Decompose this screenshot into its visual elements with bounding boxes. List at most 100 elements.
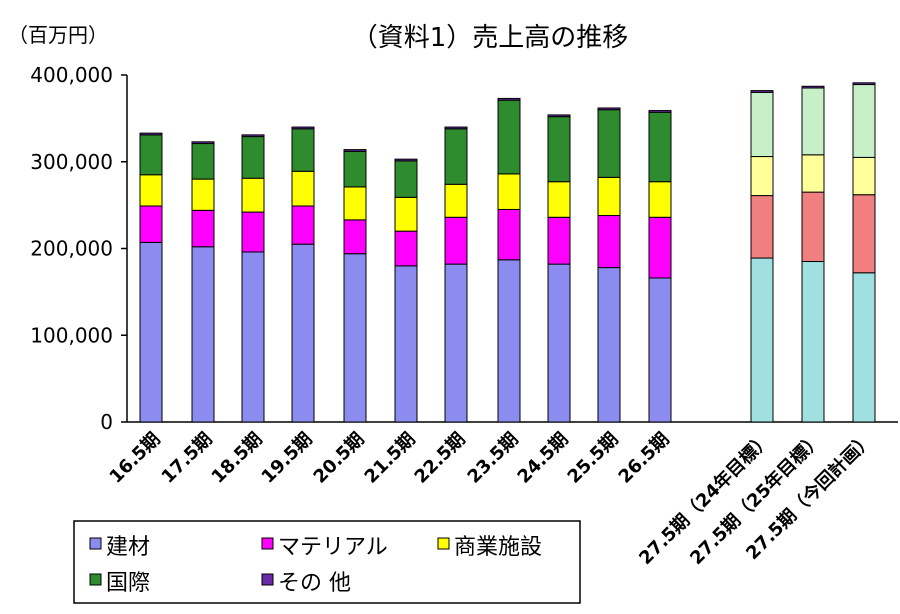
bar-segment (852, 84, 876, 158)
bar-segment (597, 215, 621, 269)
chart-title: （資料1）売上高の推移 (352, 23, 629, 53)
bar-segment (547, 114, 571, 118)
bar-segment (750, 156, 774, 197)
bar-segment (852, 82, 876, 86)
bar-segment (497, 173, 521, 210)
bar-segment (343, 253, 367, 423)
bar-segment (241, 251, 265, 423)
bar-segment (139, 134, 163, 176)
y-tick-label: 200,000 (30, 237, 113, 261)
bar-segment (750, 90, 774, 93)
bar-segment (291, 243, 315, 423)
legend-label: マテリアル (278, 535, 388, 560)
bar-segment (648, 111, 672, 183)
bar-segment (139, 205, 163, 243)
bar-segment (547, 216, 571, 265)
bar-stack (343, 149, 367, 423)
x-tick-label: 26.5期 (615, 429, 674, 488)
bar-stack (801, 85, 825, 423)
bar-stack (394, 158, 418, 423)
legend-label: 国際 (106, 571, 150, 596)
bar-segment (241, 134, 265, 138)
bar-segment (394, 158, 418, 162)
bar-segment (597, 176, 621, 217)
bar-segment (139, 241, 163, 423)
bar-segment (852, 156, 876, 196)
x-tick-label: 21.5期 (361, 429, 420, 488)
legend-item: その 他 (261, 571, 351, 596)
x-tick-label: 18.5期 (208, 429, 267, 488)
bar-stack (597, 107, 621, 423)
y-tick-label: 400,000 (30, 63, 113, 87)
bar-segment (597, 109, 621, 178)
bar-segment (139, 132, 163, 136)
bar-segment (597, 267, 621, 423)
bar-segment (801, 85, 825, 89)
bar-segment (291, 170, 315, 207)
bar-segment (497, 208, 521, 261)
bar-stack (139, 132, 163, 423)
bar-segment (750, 91, 774, 158)
bar-segment (191, 141, 215, 145)
bar-stack (444, 126, 468, 423)
bars (139, 82, 876, 423)
bar-segment (241, 136, 265, 179)
x-tick-label: 22.5期 (411, 429, 470, 488)
bar-stack (191, 141, 215, 423)
legend-swatch (89, 573, 102, 586)
bar-segment (444, 183, 468, 218)
bar-segment (444, 263, 468, 423)
bar-segment (648, 110, 672, 113)
y-tick-label: 0 (100, 410, 113, 434)
bar-segment (750, 195, 774, 259)
bar-segment (191, 209, 215, 248)
bar-segment (801, 87, 825, 156)
bar-segment (444, 216, 468, 265)
legend-swatch (89, 537, 102, 550)
x-tick-label: 25.5期 (564, 429, 623, 488)
bar-segment (444, 126, 468, 130)
bar-segment (191, 178, 215, 211)
bar-segment (291, 205, 315, 245)
bar-segment (497, 99, 521, 175)
legend-label: その 他 (278, 571, 351, 596)
bar-segment (547, 181, 571, 218)
x-tick-label: 17.5期 (158, 429, 217, 488)
bar-segment (648, 277, 672, 423)
bar-stack (547, 114, 571, 423)
x-tick-label: 19.5期 (258, 429, 317, 488)
bar-segment (394, 160, 418, 198)
bar-segment (343, 219, 367, 255)
x-tick-label: 24.5期 (514, 429, 573, 488)
legend-swatch (261, 537, 274, 550)
bar-segment (801, 154, 825, 193)
bar-segment (497, 259, 521, 423)
bar-stack (497, 97, 521, 423)
bar-segment (801, 261, 825, 423)
bar-stack (291, 126, 315, 423)
legend-swatch (437, 537, 450, 550)
bar-segment (547, 263, 571, 423)
legend-box (73, 520, 581, 604)
bar-segment (241, 177, 265, 213)
legend-item: マテリアル (261, 535, 388, 560)
bar-segment (444, 128, 468, 185)
bar-segment (750, 257, 774, 423)
bar-segment (852, 272, 876, 423)
bar-segment (648, 181, 672, 218)
bar-segment (394, 265, 418, 423)
bar-stack (750, 90, 774, 423)
bar-segment (648, 216, 672, 279)
bar-segment (394, 196, 418, 232)
bar-segment (547, 116, 571, 183)
y-tick-label: 100,000 (30, 323, 113, 347)
x-tick-label: 23.5期 (464, 429, 523, 488)
legend-item: 商業施設 (437, 535, 542, 560)
legend-item: 国際 (89, 571, 150, 596)
legend-swatch (261, 573, 274, 586)
bar-segment (191, 246, 215, 423)
y-tick-label: 300,000 (30, 150, 113, 174)
